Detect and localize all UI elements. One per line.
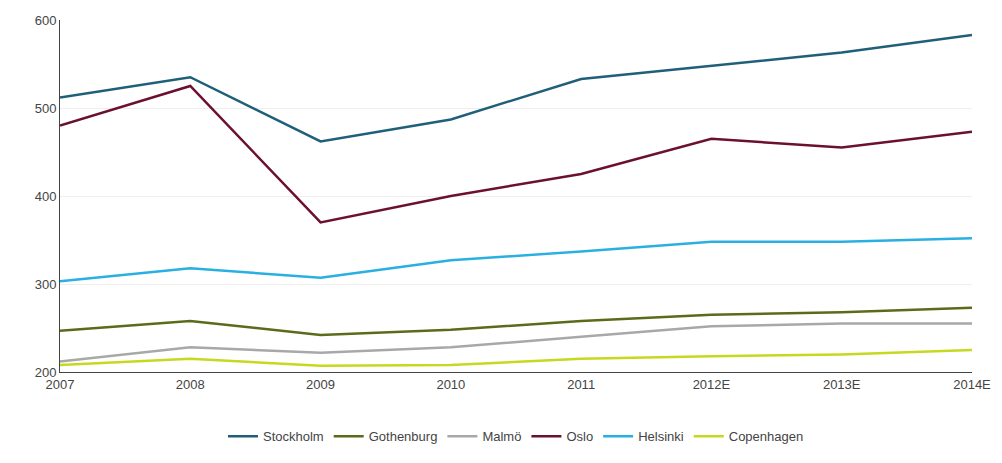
svg-text:2009: 2009 — [306, 377, 335, 392]
svg-text:Copenhagen: Copenhagen — [729, 429, 803, 444]
svg-text:2013E: 2013E — [823, 377, 861, 392]
svg-text:2008: 2008 — [176, 377, 205, 392]
svg-text:Helsinki: Helsinki — [638, 429, 684, 444]
svg-text:Malmö: Malmö — [482, 429, 521, 444]
svg-text:2012E: 2012E — [693, 377, 731, 392]
svg-text:200: 200 — [35, 365, 57, 380]
svg-text:2014E: 2014E — [953, 377, 991, 392]
svg-text:2007: 2007 — [46, 377, 75, 392]
svg-text:Gothenburg: Gothenburg — [369, 429, 438, 444]
svg-text:Oslo: Oslo — [566, 429, 593, 444]
svg-text:2010: 2010 — [436, 377, 465, 392]
svg-text:2011: 2011 — [567, 377, 595, 392]
svg-text:600: 600 — [35, 13, 57, 28]
svg-text:400: 400 — [35, 189, 57, 204]
svg-text:Stockholm: Stockholm — [263, 429, 324, 444]
svg-text:300: 300 — [35, 277, 57, 292]
svg-text:500: 500 — [35, 101, 57, 116]
